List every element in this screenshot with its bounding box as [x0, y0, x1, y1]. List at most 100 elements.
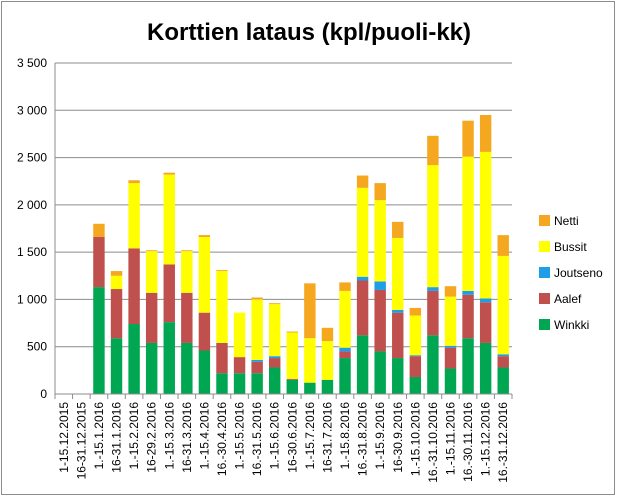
bar-segment-winkki — [128, 324, 140, 394]
y-tick-label: 2 500 — [17, 151, 47, 165]
gridlines — [55, 62, 512, 348]
bar-segment-aalef — [374, 289, 386, 352]
x-tick-label: 16-30.9.2016 — [391, 402, 405, 473]
x-tick-label: 1.-15.6.2016 — [268, 402, 282, 470]
bar-segment-bussit — [409, 315, 422, 356]
bar-segment-joutseno — [356, 276, 369, 281]
bar-segment-joutseno — [444, 345, 457, 348]
bar-segment-winkki — [251, 373, 263, 394]
bar-segment-winkki — [198, 350, 211, 394]
bar-segment-winkki — [427, 335, 439, 394]
x-tick-label: 1.-15.9.2016 — [373, 402, 387, 470]
bar-segment-netti — [374, 183, 386, 201]
x-tick-label: 16.-31.10.2016 — [426, 402, 440, 483]
bar-segment-joutseno — [497, 354, 509, 357]
bar-segment-aalef — [444, 347, 457, 369]
bar-segment-aalef — [409, 356, 422, 377]
bar-segment-winkki — [339, 358, 351, 394]
bar-segment-bussit — [163, 174, 175, 265]
x-tick-label: 1.-15.4.2016 — [197, 402, 211, 470]
bar-segment-aalef — [163, 264, 175, 323]
bar-segment-aalef — [497, 356, 509, 368]
x-tick-label: 16-31.7.2016 — [320, 402, 334, 473]
bar-segment-aalef — [251, 361, 263, 374]
bar-segment-joutseno — [339, 347, 351, 352]
bar-segment-aalef — [216, 342, 228, 374]
y-tick-label: 1 000 — [17, 292, 47, 306]
legend-swatch-bussit — [539, 241, 550, 252]
x-tick-label: 16-31.1.2016 — [110, 402, 124, 473]
x-tick-label: 1-15.12.2015 — [57, 402, 71, 473]
bar-segment-joutseno — [251, 359, 263, 362]
bars — [93, 115, 509, 394]
legend-label-aalef: Aalef — [554, 292, 582, 306]
bar-segment-aalef — [233, 357, 246, 374]
x-tick-label: 16.-31.5.2016 — [250, 402, 264, 476]
legend-label-joutseno: Joutseno — [554, 266, 603, 280]
bar-segment-netti — [321, 327, 334, 342]
bar-segment-winkki — [110, 338, 123, 394]
bar-segment-bussit — [392, 237, 404, 310]
bar-segment-bussit — [497, 255, 509, 355]
bar-segment-winkki — [479, 342, 492, 394]
bar-segment-aalef — [181, 292, 193, 343]
bar-segment-netti — [444, 286, 457, 297]
x-tick-label: 16-29.2.2016 — [145, 402, 159, 473]
bar-segment-joutseno — [392, 309, 404, 313]
bar-segment-winkki — [409, 376, 422, 394]
bar-segment-aalef — [110, 289, 123, 339]
bar-segment-bussit — [251, 299, 263, 360]
bar-segment-joutseno — [409, 355, 422, 357]
x-tick-label: 16-31.3.2016 — [180, 402, 194, 473]
x-tick-label: 16.-30.4.2016 — [215, 402, 229, 476]
x-tick-label: 16.-31.12.2016 — [496, 402, 510, 483]
legend-swatch-joutseno — [539, 267, 550, 278]
legend-label-bussit: Bussit — [554, 240, 587, 254]
bar-segment-bussit — [462, 156, 474, 291]
bar-segment-winkki — [93, 287, 105, 394]
y-tick-label: 1 500 — [17, 245, 47, 259]
y-tick-label: 0 — [40, 387, 47, 401]
bar-segment-winkki — [497, 367, 509, 394]
bar-segment-bussit — [110, 275, 123, 290]
x-tick-labels: 1-15.12.2015 16-31.12.2015 1.-15.1.2016 16-… — [57, 402, 510, 483]
bar-segment-aalef — [198, 312, 211, 351]
bar-segment-bussit — [374, 200, 386, 282]
bar-segment-netti — [128, 180, 140, 184]
bar-segment-netti — [198, 235, 211, 238]
x-tick-label: 16.-31.8.2016 — [356, 402, 370, 476]
x-tick-label: 1.-15.2.2016 — [127, 402, 141, 470]
bar-segment-bussit — [216, 271, 228, 343]
bar-segment-netti — [251, 297, 263, 300]
bar-segment-bussit — [339, 290, 351, 348]
bar-segment-joutseno — [427, 287, 439, 291]
x-tick-label: 1.-15.8.2016 — [338, 402, 352, 470]
x-tick-label: 1.-15.7.2016 — [303, 402, 317, 470]
bar-segment-winkki — [216, 373, 228, 394]
bar-segment-bussit — [356, 187, 369, 277]
bar-segment-joutseno — [374, 281, 386, 290]
x-tick-label: 16.-30.11.2016 — [461, 402, 475, 482]
bar-segment-netti — [479, 115, 492, 152]
bar-segment-netti — [93, 223, 105, 238]
legend-label-netti: Netti — [554, 214, 579, 228]
y-axis: 0 500 1 000 1 500 2 000 2 500 3 000 3 500 — [17, 56, 47, 401]
x-axis — [54, 63, 513, 399]
bar-segment-bussit — [198, 237, 211, 313]
bar-segment-bussit — [286, 332, 299, 379]
bar-segment-bussit — [321, 341, 334, 380]
bar-segment-joutseno — [479, 298, 492, 303]
bar-segment-winkki — [268, 367, 281, 394]
bar-segment-bussit — [427, 165, 439, 288]
y-tick-label: 2 000 — [17, 198, 47, 212]
x-tick-label: 1.-15.10.2016 — [408, 402, 422, 476]
legend-swatch-winkki — [539, 319, 550, 330]
bar-segment-aalef — [128, 248, 140, 325]
x-tick-label: 1.-15.12.2016 — [479, 402, 493, 476]
bar-segment-aalef — [356, 280, 369, 336]
bar-segment-bussit — [304, 338, 316, 383]
bar-segment-netti — [409, 307, 422, 316]
legend-swatch-aalef — [539, 293, 550, 304]
